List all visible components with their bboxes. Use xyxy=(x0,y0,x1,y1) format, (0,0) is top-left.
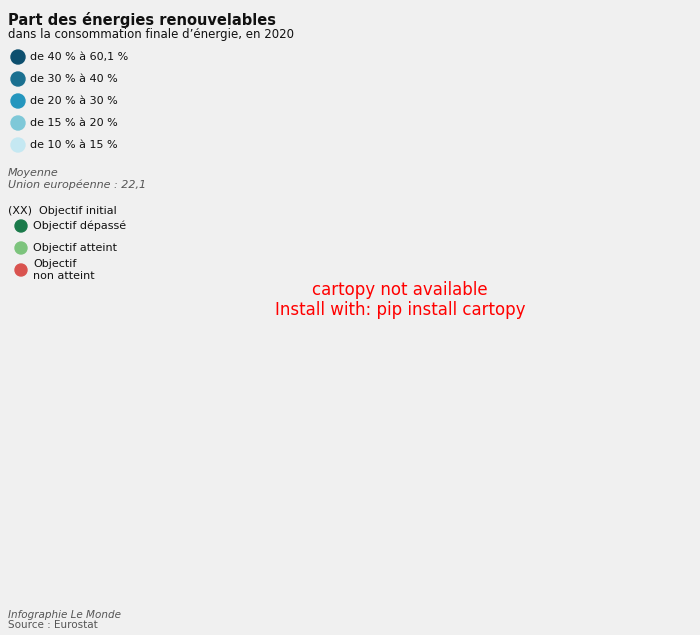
Text: cartopy not available
Install with: pip install cartopy: cartopy not available Install with: pip … xyxy=(274,281,525,319)
Circle shape xyxy=(11,50,25,64)
Text: Infographie Le Monde: Infographie Le Monde xyxy=(8,610,121,620)
Text: de 10 % à 15 %: de 10 % à 15 % xyxy=(30,140,118,150)
Text: Source : Eurostat: Source : Eurostat xyxy=(8,620,98,630)
Text: Moyenne: Moyenne xyxy=(8,168,59,178)
Text: dans la consommation finale d’énergie, en 2020: dans la consommation finale d’énergie, e… xyxy=(8,28,294,41)
Text: de 20 % à 30 %: de 20 % à 30 % xyxy=(30,96,118,106)
Text: de 15 % à 20 %: de 15 % à 20 % xyxy=(30,118,118,128)
Circle shape xyxy=(15,264,27,276)
Circle shape xyxy=(11,72,25,86)
Text: de 30 % à 40 %: de 30 % à 40 % xyxy=(30,74,118,84)
Text: Union européenne : 22,1: Union européenne : 22,1 xyxy=(8,180,146,190)
Text: Part des énergies renouvelables: Part des énergies renouvelables xyxy=(8,12,276,28)
Text: Objectif atteint: Objectif atteint xyxy=(33,243,117,253)
Text: (XX)  Objectif initial: (XX) Objectif initial xyxy=(8,206,117,216)
Circle shape xyxy=(11,138,25,152)
Text: Objectif dépassé: Objectif dépassé xyxy=(33,221,126,231)
Text: de 40 % à 60,1 %: de 40 % à 60,1 % xyxy=(30,52,128,62)
Text: Objectif
non atteint: Objectif non atteint xyxy=(33,259,94,281)
Circle shape xyxy=(11,116,25,130)
Circle shape xyxy=(11,94,25,108)
Circle shape xyxy=(15,220,27,232)
Circle shape xyxy=(15,242,27,254)
